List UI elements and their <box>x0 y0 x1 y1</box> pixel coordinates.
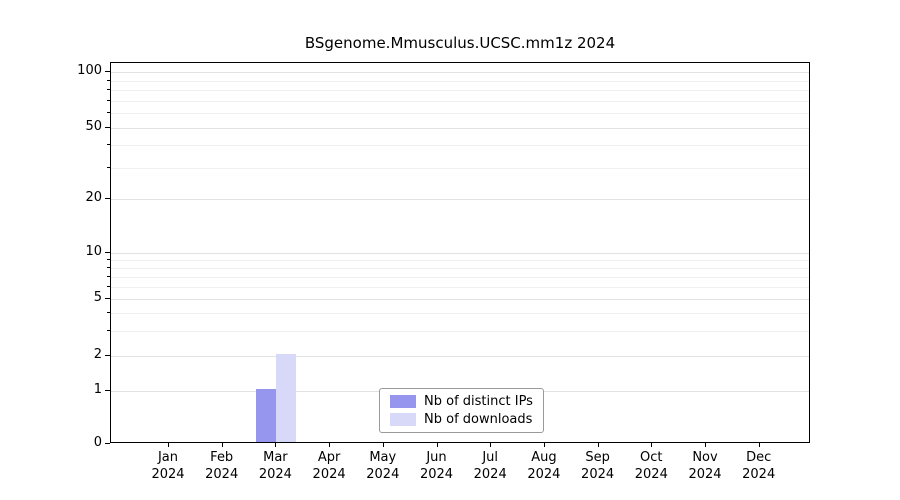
x-axis-month-label: Dec 2024 <box>742 450 776 482</box>
x-axis-month-label: May 2024 <box>366 450 400 482</box>
bar-nb-of-downloads <box>276 354 297 442</box>
legend-item-downloads: Nb of downloads <box>390 412 533 427</box>
y-axis-minor-tick <box>107 286 110 288</box>
legend-item-distinct-ips: Nb of distinct IPs <box>390 394 533 409</box>
minor-gridline <box>111 330 809 332</box>
y-axis-tick <box>105 354 110 356</box>
x-axis-tick <box>275 443 277 447</box>
x-axis-tick <box>597 443 599 447</box>
y-axis-minor-tick <box>107 311 110 313</box>
y-axis-minor-tick <box>107 329 110 331</box>
y-axis-tick <box>105 252 110 254</box>
y-axis-minor-tick <box>107 144 110 146</box>
x-axis-month-label: Nov 2024 <box>688 450 722 482</box>
x-axis-tick <box>382 443 384 447</box>
minor-gridline <box>111 287 809 289</box>
y-axis-minor-tick <box>107 79 110 81</box>
major-gridline <box>111 128 809 130</box>
x-axis-tick <box>651 443 653 447</box>
y-axis-minor-tick <box>107 100 110 102</box>
y-axis-minor-tick <box>107 258 110 260</box>
y-axis-minor-tick <box>107 166 110 168</box>
minor-gridline <box>111 259 809 261</box>
x-axis-tick <box>436 443 438 447</box>
x-axis-tick <box>221 443 223 447</box>
x-axis-month-label: Jul 2024 <box>473 450 507 482</box>
major-gridline <box>111 355 809 357</box>
y-axis-tick-label: 1 <box>93 382 102 398</box>
y-axis-minor-tick <box>107 266 110 268</box>
y-axis-tick <box>105 127 110 129</box>
y-axis-minor-tick <box>107 89 110 91</box>
x-axis-tick <box>490 443 492 447</box>
x-axis-month-label: Jan 2024 <box>151 450 185 482</box>
minor-gridline <box>111 101 809 103</box>
plot-area <box>110 62 810 443</box>
minor-gridline <box>111 312 809 314</box>
x-axis-month-label: Oct 2024 <box>634 450 668 482</box>
minor-gridline <box>111 276 809 278</box>
y-axis-tick-label: 10 <box>85 244 102 260</box>
y-axis-tick <box>105 71 110 73</box>
x-axis-tick <box>758 443 760 447</box>
minor-gridline <box>111 90 809 92</box>
y-axis-tick <box>105 443 110 444</box>
x-axis-month-label: Mar 2024 <box>258 450 292 482</box>
minor-gridline <box>111 167 809 169</box>
y-axis-tick <box>105 390 110 392</box>
y-axis-minor-tick <box>107 112 110 114</box>
minor-gridline <box>111 80 809 82</box>
x-axis-month-label: Feb 2024 <box>205 450 239 482</box>
x-axis-tick <box>543 443 545 447</box>
y-axis-tick-label: 100 <box>77 63 102 79</box>
x-axis-month-label: Aug 2024 <box>527 450 561 482</box>
y-axis-tick-label: 0 <box>93 435 102 450</box>
x-axis-month-label: Sep 2024 <box>581 450 615 482</box>
bar-nb-of-distinct-ips <box>256 389 277 442</box>
y-axis-tick-label: 50 <box>85 119 102 135</box>
x-axis-tick <box>329 443 331 447</box>
legend-swatch-downloads <box>390 413 416 426</box>
legend-swatch-distinct-ips <box>390 395 416 408</box>
y-axis-tick-label: 5 <box>93 289 102 305</box>
major-gridline <box>111 199 809 201</box>
legend-label-distinct-ips: Nb of distinct IPs <box>424 394 533 409</box>
x-axis-tick <box>168 443 169 447</box>
minor-gridline <box>111 145 809 147</box>
y-axis-tick <box>105 297 110 299</box>
x-axis-tick <box>705 443 706 447</box>
major-gridline <box>111 298 809 300</box>
minor-gridline <box>111 113 809 115</box>
legend: Nb of distinct IPs Nb of downloads <box>379 388 544 433</box>
x-axis-month-label: Apr 2024 <box>312 450 346 482</box>
y-axis-tick-label: 20 <box>85 190 102 206</box>
minor-gridline <box>111 267 809 269</box>
y-axis-tick-label: 2 <box>93 346 102 362</box>
legend-label-downloads: Nb of downloads <box>424 412 533 427</box>
major-gridline <box>111 253 809 255</box>
x-axis-month-label: Jun 2024 <box>419 450 454 482</box>
chart-title: BSgenome.Mmusculus.UCSC.mm1z 2024 <box>304 34 616 52</box>
major-gridline <box>111 72 809 74</box>
y-axis-minor-tick <box>107 275 110 277</box>
y-axis-tick <box>105 198 110 200</box>
